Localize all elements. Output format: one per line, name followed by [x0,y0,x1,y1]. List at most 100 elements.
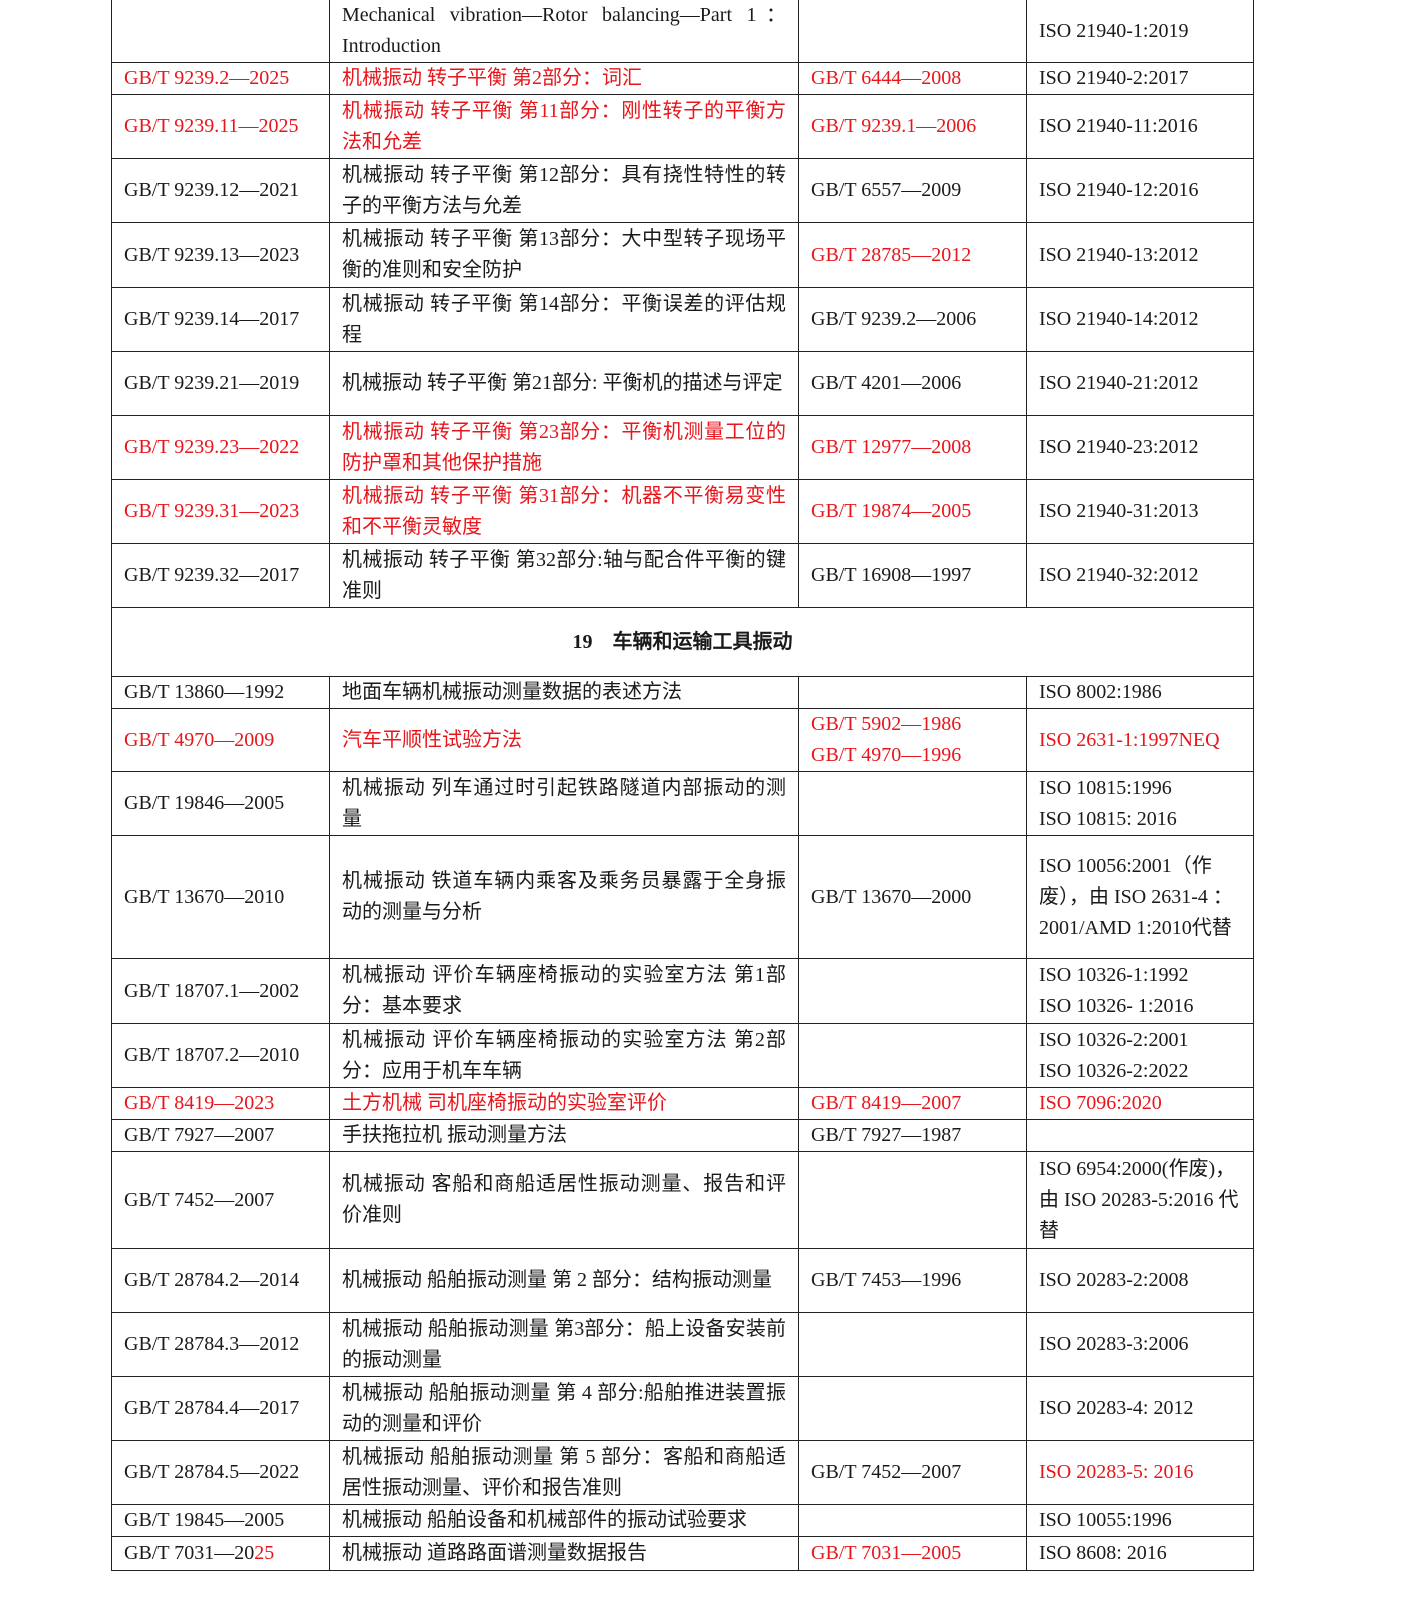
cell-text: GB/T 9239.31—2023 [124,500,300,522]
title-cell: 土方机械 司机座椅振动的实验室评价 [329,1087,799,1120]
cell-text: GB/T 7927—2007 [124,1124,275,1146]
replaces-cell: GB/T 7031—2005 [798,1536,1027,1571]
title-cell: 机械振动 转子平衡 第2部分：词汇 [329,62,799,95]
standards-table: Mechanical vibration—Rotor balancing—Par… [111,0,1254,1571]
table-row: GB/T 13860—1992 地面车辆机械振动测量数据的表述方法 ISO 8002… [111,676,1254,709]
replaces-cell: GB/T 9239.2—2006 [798,287,1027,352]
table-row: GB/T 9239.13—2023 机械振动 转子平衡 第13部分：大中型转子现场… [111,222,1254,288]
table-row: GB/T 9239.11—2025 机械振动 转子平衡 第11部分：刚性转子的平衡… [111,94,1254,159]
cell-text: ISO 21940-14:2012 [1039,308,1199,330]
cell-text: GB/T 9239.21—2019 [124,372,300,394]
table-row: GB/T 9239.21—2019 机械振动 转子平衡 第21部分: 平衡机的描述… [111,351,1254,416]
cell-text: GB/T 9239.14—2017 [124,308,300,330]
table-row: GB/T 18707.1—2002 机械振动 评价车辆座椅振动的实验室方法 第1部… [111,958,1254,1024]
title-cell: 机械振动 转子平衡 第23部分：平衡机测量工位的防护罩和其他保护措施 [329,415,799,480]
replaces-cell: GB/T 8419—2007 [798,1087,1027,1120]
iso-cell: ISO 21940-12:2016 [1026,158,1254,223]
iso-cell: ISO 21940-13:2012 [1026,222,1254,288]
table-row: Mechanical vibration—Rotor balancing—Par… [111,0,1254,63]
table-row: GB/T 8419—2023 土方机械 司机座椅振动的实验室评价 GB/T 8419… [111,1087,1254,1120]
cell-text: ISO 21940-1:2019 [1039,19,1189,42]
title-cell: 机械振动 转子平衡 第12部分：具有挠性特性的转子的平衡方法与允差 [329,158,799,223]
cell-text: GB/T 7031—20 [124,1542,255,1564]
cell-text: ISO 20283-4: 2012 [1039,1397,1194,1419]
title-cell: 机械振动 铁道车辆内乘客及乘务员暴露于全身振动的测量与分析 [329,835,799,959]
replaces-cell [798,771,1027,836]
iso-cell: ISO 8002:1986 [1026,676,1254,709]
cell-text: GB/T 12977—2008 [811,436,972,458]
cell-text: GB/T 28785—2012 [811,243,972,266]
title-cell: 机械振动 列车通过时引起铁路隧道内部振动的测量 [329,771,799,836]
standard-code-cell: GB/T 7927—2007 [111,1119,330,1152]
cell-text: GB/T 7031—2005 [811,1542,962,1564]
iso-cell: ISO 10055:1996 [1026,1504,1254,1537]
title-cell: 机械振动 评价车辆座椅振动的实验室方法 第2部分：应用于机车车辆 [329,1023,799,1088]
cell-text: GB/T 6444—2008 [811,67,962,89]
replaces-cell: GB/T 12977—2008 [798,415,1027,480]
table-row: GB/T 9239.14—2017 机械振动 转子平衡 第14部分：平衡误差的评估… [111,287,1254,352]
replaces-cell: GB/T 6444—2008 [798,62,1027,95]
standard-code-cell: GB/T 9239.14—2017 [111,287,330,352]
title-cell: 机械振动 转子平衡 第13部分：大中型转子现场平衡的准则和安全防护 [329,222,799,288]
title-cell: 汽车平顺性试验方法 [329,708,799,772]
cell-text: GB/T 9239.2—2025 [124,67,290,89]
cell-text: GB/T 13670—2010 [124,885,285,908]
cell-text: ISO 10326-1:1992 [1039,964,1189,986]
replaces-cell [798,1504,1027,1537]
iso-cell: ISO 8608: 2016 [1026,1536,1254,1571]
rows-vehicle-vibration: GB/T 13860—1992 地面车辆机械振动测量数据的表述方法 ISO 8002… [111,676,1254,1571]
cell-text: 机械振动 转子平衡 第11部分：刚性转子的平衡方法和允差 [342,99,786,153]
iso-cell: ISO 10326-1:1992 ISO 10326- 1:2016 [1026,958,1254,1024]
cell-text: 机械振动 评价车辆座椅振动的实验室方法 第2部分：应用于机车车辆 [342,1028,786,1082]
replaces-cell [798,1151,1027,1249]
iso-cell: ISO 21940-21:2012 [1026,351,1254,416]
title-cell: Mechanical vibration—Rotor balancing—Par… [329,0,799,63]
cell-text: ISO 10326-2:2022 [1039,1059,1189,1082]
cell-text: 汽车平顺性试验方法 [342,728,522,751]
cell-text: ISO 20283-2:2008 [1039,1269,1189,1291]
standard-code-cell: GB/T 9239.11—2025 [111,94,330,159]
cell-text: GB/T 13860—1992 [124,681,285,703]
table-row: GB/T 28784.5—2022 机械振动 船舶振动测量 第 5 部分：客船和商… [111,1440,1254,1505]
cell-text: GB/T 9239.12—2021 [124,179,300,201]
table-row: GB/T 9239.23—2022 机械振动 转子平衡 第23部分：平衡机测量工位… [111,415,1254,480]
title-cell: 机械振动 转子平衡 第14部分：平衡误差的评估规程 [329,287,799,352]
iso-cell: ISO 20283-3:2006 [1026,1312,1254,1377]
table-row: GB/T 9239.32—2017 机械振动 转子平衡 第32部分:轴与配合件平衡… [111,543,1254,608]
title-cell: 机械振动 评价车辆座椅振动的实验室方法 第1部分：基本要求 [329,958,799,1024]
table-row: GB/T 18707.2—2010 机械振动 评价车辆座椅振动的实验室方法 第2部… [111,1023,1254,1088]
replaces-cell: GB/T 4201—2006 [798,351,1027,416]
cell-text: 机械振动 转子平衡 第14部分：平衡误差的评估规程 [342,292,786,346]
cell-text: GB/T 28784.2—2014 [124,1269,300,1291]
cell-text: GB/T 9239.11—2025 [124,115,299,137]
section-row: 19 车辆和运输工具振动 [111,607,1254,677]
title-cell: 机械振动 船舶振动测量 第 4 部分:船舶推进装置振动的测量和评价 [329,1376,799,1441]
cell-text: GB/T 7452—2007 [124,1188,275,1211]
replaces-cell [798,676,1027,709]
section-number: 19 [572,630,593,653]
title-cell: 机械振动 转子平衡 第21部分: 平衡机的描述与评定 [329,351,799,416]
iso-cell: ISO 21940-32:2012 [1026,543,1254,608]
cell-text: 25 [254,1542,275,1564]
iso-cell: ISO 10326-2:2001 ISO 10326-2:2022 [1026,1023,1254,1088]
iso-cell: ISO 10815:1996 ISO 10815: 2016 [1026,771,1254,836]
cell-text: GB/T 8419—2007 [811,1092,962,1114]
title-cell: 手扶拖拉机 振动测量方法 [329,1119,799,1152]
standard-code-cell: GB/T 7031—2025 [111,1536,330,1571]
table-row: GB/T 19845—2005 机械振动 船舶设备和机械部件的振动试验要求 ISO … [111,1504,1254,1537]
table-row: GB/T 28784.3—2012 机械振动 船舶振动测量 第3部分：船上设备安装… [111,1312,1254,1377]
cell-text: GB/T 9239.2—2006 [811,308,977,330]
title-cell: 机械振动 转子平衡 第32部分:轴与配合件平衡的键准则 [329,543,799,608]
cell-text: GB/T 4970—2009 [124,728,275,751]
replaces-cell: GB/T 16908—1997 [798,543,1027,608]
cell-text: GB/T 19874—2005 [811,500,972,522]
standard-code-cell: GB/T 7452—2007 [111,1151,330,1249]
standard-code-cell: GB/T 19846—2005 [111,771,330,836]
cell-text: ISO 10326-2:2001 [1039,1028,1189,1051]
title-cell: 机械振动 道路路面谱测量数据报告 [329,1536,799,1571]
iso-cell: ISO 20283-4: 2012 [1026,1376,1254,1441]
cell-text: 机械振动 转子平衡 第23部分：平衡机测量工位的防护罩和其他保护措施 [342,420,786,474]
iso-cell: ISO 21940-2:2017 [1026,62,1254,95]
standard-code-cell: GB/T 28784.4—2017 [111,1376,330,1441]
rows-rotor-balancing: Mechanical vibration—Rotor balancing—Par… [111,0,1254,608]
